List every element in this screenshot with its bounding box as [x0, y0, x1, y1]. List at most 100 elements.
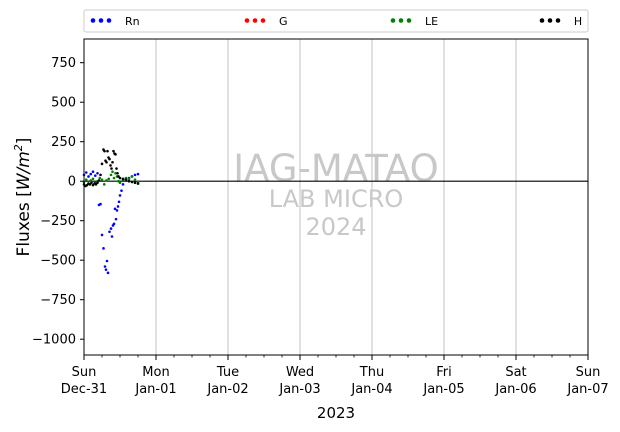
point-h	[121, 177, 125, 181]
point-rn	[84, 171, 88, 174]
legend-label-rn: Rn	[125, 15, 140, 28]
y-axis-title: Fluxes [W/m2]	[12, 138, 34, 257]
watermark-line-2: LAB MICRO	[269, 185, 404, 213]
point-rn	[110, 235, 114, 238]
point-h	[103, 149, 106, 153]
point-le	[102, 183, 106, 186]
point-le	[89, 179, 93, 182]
x-tick-label-day: Sat	[505, 365, 526, 380]
point-h	[127, 179, 131, 183]
legend-label-h: H	[574, 15, 582, 28]
gridlines	[155, 39, 517, 355]
x-tick-label-date: Jan-01	[134, 382, 176, 397]
legend-marker-le	[406, 18, 412, 23]
point-h	[114, 153, 117, 156]
point-rn	[109, 227, 113, 230]
watermark-line-1: IAG-MATAO	[233, 147, 438, 190]
point-le	[109, 173, 113, 177]
point-h	[108, 157, 111, 161]
point-rn	[114, 217, 118, 221]
legend-marker-h	[539, 18, 545, 23]
x-tick-label-day: Tue	[216, 365, 239, 380]
x-tick-label-day: Fri	[436, 365, 452, 380]
point-h	[115, 167, 118, 170]
point-rn	[133, 173, 137, 177]
y-tick-label: −250	[40, 214, 76, 229]
legend-marker-g	[252, 18, 258, 23]
point-rn	[89, 172, 93, 176]
point-h	[118, 176, 122, 180]
legend-marker-h	[555, 18, 561, 23]
point-rn	[99, 202, 102, 206]
point-h	[100, 162, 104, 166]
x-tick-label-day: Wed	[286, 365, 314, 380]
x-tick-label-day: Sun	[72, 365, 97, 380]
point-rn	[116, 205, 120, 208]
y-tick-label: 0	[68, 175, 76, 190]
plot-background	[84, 39, 588, 355]
y-tick-label: −1000	[32, 333, 76, 348]
point-h	[133, 181, 137, 185]
y-axis: 750 500 250 0 −250 −500 −750 −1000	[32, 56, 84, 348]
point-rn	[104, 268, 108, 271]
point-rn	[87, 175, 90, 178]
y-axis-title-close: ]	[14, 138, 34, 145]
point-rn	[113, 207, 117, 211]
point-le	[130, 175, 134, 178]
legend-marker-rn	[90, 18, 96, 23]
watermark: IAG-MATAO LAB MICRO 2024	[233, 147, 438, 241]
y-tick-label: 750	[51, 56, 76, 71]
x-tick-label-day: Mon	[142, 365, 169, 380]
point-rn	[102, 247, 105, 250]
point-le	[98, 176, 102, 180]
point-le	[133, 178, 137, 181]
point-h	[106, 149, 109, 153]
point-rn	[91, 170, 95, 174]
point-le	[118, 181, 122, 185]
point-le	[100, 178, 104, 181]
point-le	[111, 170, 114, 174]
legend-marker-le	[398, 18, 404, 23]
plot-area: IAG-MATAO LAB MICRO 2024	[82, 38, 589, 356]
point-h	[109, 164, 112, 167]
point-le	[91, 177, 95, 181]
y-tick-label: 250	[51, 135, 76, 150]
point-h	[90, 181, 93, 185]
watermark-line-3: 2024	[305, 213, 366, 241]
point-h	[124, 178, 128, 181]
point-le	[112, 176, 116, 180]
legend-items: Rn G LE H	[90, 15, 582, 28]
point-h	[130, 180, 134, 184]
x-tick-label-date: Jan-02	[206, 382, 248, 397]
point-rn	[108, 230, 111, 234]
point-h	[136, 182, 140, 185]
point-rn	[103, 265, 107, 268]
x-tick-label-day: Thu	[359, 365, 384, 380]
point-rn	[100, 233, 104, 237]
legend-frame	[83, 9, 589, 33]
point-rn	[120, 189, 123, 192]
legend: Rn G LE H	[83, 9, 589, 33]
y-tick-label: −750	[40, 293, 76, 308]
point-rn	[121, 183, 125, 186]
point-rn	[112, 222, 116, 226]
legend-label-le: LE	[425, 15, 438, 28]
legend-label-g: G	[279, 15, 288, 28]
x-tick-label-date: Jan-03	[278, 382, 320, 397]
point-h	[112, 149, 115, 153]
point-le	[127, 177, 131, 181]
point-le	[105, 179, 108, 182]
y-axis-title-exp: 2	[12, 144, 25, 151]
point-h	[105, 160, 108, 164]
point-h	[116, 172, 119, 175]
point-h	[96, 181, 99, 185]
point-h	[111, 160, 114, 164]
y-tick-label: 500	[51, 96, 76, 111]
x-tick-label-day: Sun	[576, 365, 601, 380]
point-rn	[115, 209, 119, 212]
point-rn	[93, 174, 97, 177]
y-tick-label: −500	[40, 254, 76, 269]
point-h	[99, 173, 102, 177]
point-rn	[106, 271, 110, 275]
